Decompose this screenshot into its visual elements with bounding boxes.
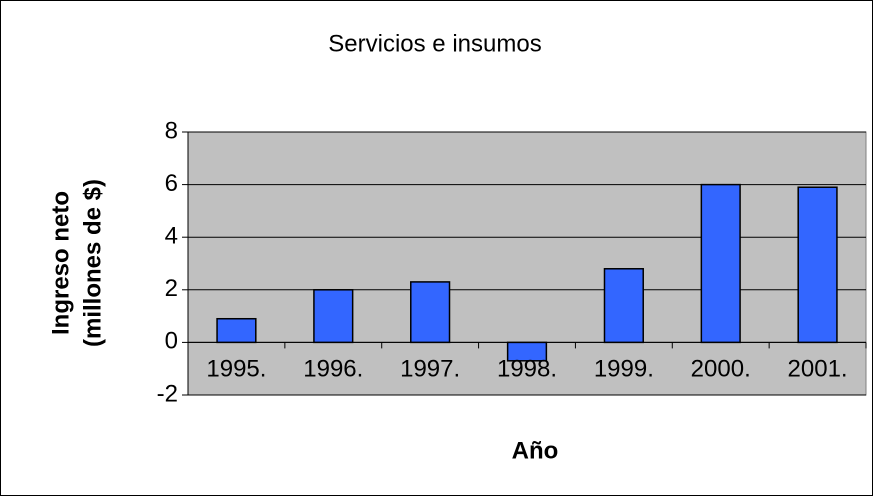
y-axis-label-line: (millones de $): [79, 179, 106, 347]
x-tick-label: 1999.: [594, 356, 654, 383]
x-tick-label: 1998.: [497, 356, 557, 383]
y-tick-label: 4: [165, 223, 178, 250]
bar: [216, 317, 257, 344]
chart-title: Servicios e insumos: [328, 30, 541, 57]
x-tick-label: 1995.: [206, 356, 266, 383]
y-tick-label: 0: [165, 328, 178, 355]
x-axis-label: Año: [512, 437, 559, 464]
x-tick-label: 2000.: [691, 356, 751, 383]
bar: [313, 289, 354, 344]
bar: [410, 281, 451, 344]
y-tick-label: -2: [157, 380, 178, 407]
bar: [797, 186, 838, 344]
x-tick-label: 2001.: [788, 356, 848, 383]
y-axis-label-line: Ingreso neto: [47, 191, 74, 335]
y-tick-label: 2: [165, 275, 178, 302]
y-tick-label: 6: [165, 170, 178, 197]
x-tick-label: 1997.: [400, 356, 460, 383]
x-tick-label: 1996.: [303, 356, 363, 383]
y-axis-label: Ingreso neto (millones de $): [47, 179, 106, 347]
y-tick-label: 8: [165, 117, 178, 144]
bar: [603, 268, 644, 344]
bar: [700, 183, 741, 344]
